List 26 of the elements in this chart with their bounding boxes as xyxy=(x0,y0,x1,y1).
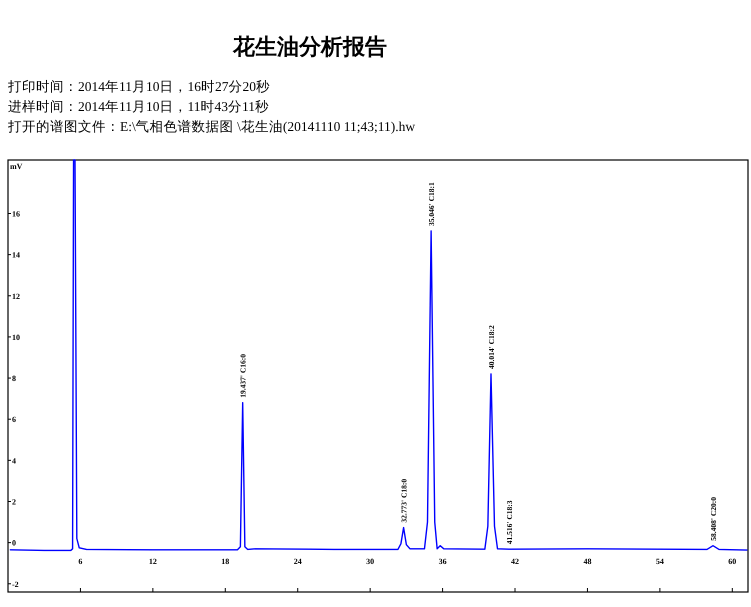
x-tick-label: 36 xyxy=(438,557,447,566)
y-tick-label: 0 xyxy=(12,538,16,548)
y-tick-label: 10 xyxy=(12,332,20,342)
y-tick-label: 16 xyxy=(12,209,20,218)
x-tick-label: 48 xyxy=(583,557,592,566)
x-tick-label: 12 xyxy=(148,557,157,566)
y-tick-label: 12 xyxy=(12,292,20,301)
x-tick-label: 54 xyxy=(656,557,664,566)
y-tick-label: 4 xyxy=(12,456,16,466)
y-axis-title: mV xyxy=(10,162,23,171)
x-tick-label: 42 xyxy=(511,557,520,566)
text: 进样时间：2014年11月10日，11时43分11秒 xyxy=(8,99,269,114)
y-tick-label: 6 xyxy=(12,415,16,424)
y-tick-label: -2 xyxy=(12,580,19,589)
x-tick-label: 60 xyxy=(728,557,736,566)
y-tick-label: 8 xyxy=(12,374,16,384)
x-tick-label: 18 xyxy=(221,557,230,566)
x-tick-label: 30 xyxy=(366,557,374,566)
chart-title: 花生油分析报告 xyxy=(232,34,387,59)
y-tick-label: 2 xyxy=(12,497,16,506)
line-series xyxy=(10,159,748,552)
x-tick-label: 6 xyxy=(78,557,82,566)
text: 打印时间：2014年11月10日，16时27分20秒 xyxy=(7,79,270,94)
y-tick-label: 14 xyxy=(12,250,20,260)
text: 打开的谱图文件：E:\气相色谱数据图 \花生油(20141110 11;43;11).hw xyxy=(7,119,416,134)
x-tick-label: 24 xyxy=(294,557,302,566)
